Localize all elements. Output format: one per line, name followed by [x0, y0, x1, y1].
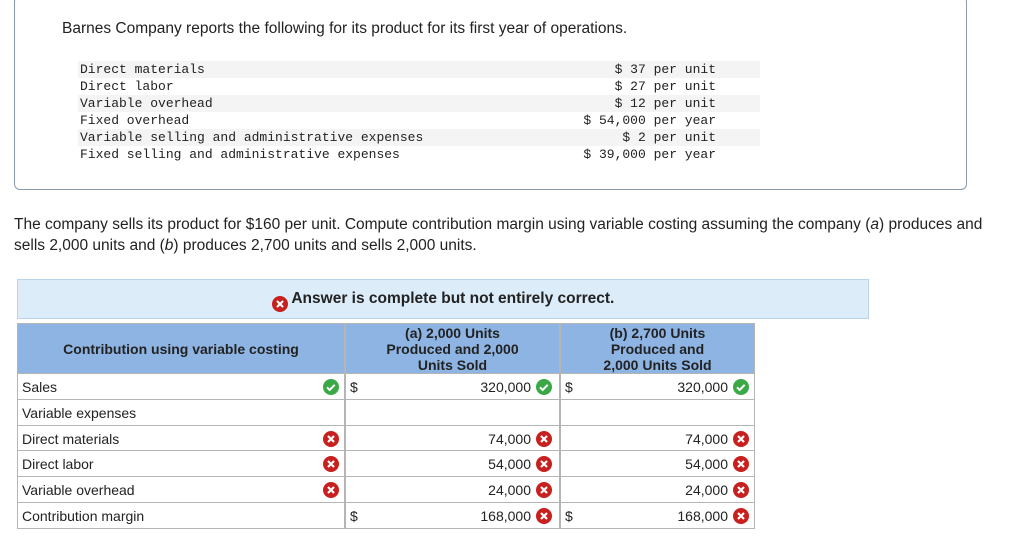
cost-label: Variable selling and administrative expe…: [80, 130, 424, 145]
cost-label: Fixed selling and administrative expense…: [80, 147, 400, 162]
cost-row: Fixed overhead $ 54,000 per year: [78, 112, 760, 129]
cost-value: $ 37 per unit: [614, 62, 716, 77]
row-label: Variable overhead: [22, 482, 135, 498]
value-cell: 54,000: [345, 450, 560, 477]
correct-icon: [323, 379, 339, 395]
row-label: Sales: [22, 379, 58, 395]
cost-value: $ 27 per unit: [614, 79, 716, 94]
incorrect-icon: [536, 456, 552, 472]
cost-row: Direct materials $ 37 per unit: [78, 61, 760, 78]
value-cell: [560, 399, 755, 426]
row-label-cell: Variable expenses: [17, 399, 345, 426]
cost-label: Direct materials: [80, 62, 205, 77]
currency: $: [350, 508, 358, 524]
value-cell: $168,000: [560, 502, 755, 529]
row-label-cell: Direct labor: [17, 450, 345, 477]
answer-banner: Answer is complete but not entirely corr…: [17, 279, 869, 319]
value-cell: $320,000: [560, 373, 755, 400]
value-cell: 54,000: [560, 450, 755, 477]
question-part: ) produces 2,700 units and sells 2,000 u…: [173, 237, 477, 254]
banner-text: Answer is complete but not entirely corr…: [291, 290, 615, 307]
header-cell: (a) 2,000 Units Produced and 2,000 Units…: [345, 323, 560, 374]
row-label-cell: Contribution margin: [17, 502, 345, 529]
row-label-cell: Variable overhead: [17, 476, 345, 503]
header-cell: (b) 2,700 Units Produced and 2,000 Units…: [560, 323, 755, 374]
currency: $: [350, 379, 358, 395]
value: 74,000: [488, 430, 531, 447]
cost-value: $ 2 per unit: [622, 130, 716, 145]
header-text: Contribution using variable costing: [63, 340, 299, 357]
correct-icon: [733, 379, 749, 395]
value: 24,000: [488, 482, 531, 498]
cost-row: Fixed selling and administrative expense…: [78, 146, 760, 163]
correct-icon: [536, 379, 552, 395]
value: 74,000: [685, 430, 728, 447]
header-text: (b) 2,700 Units Produced and 2,000 Units…: [603, 324, 712, 373]
row-label-cell: Sales: [17, 373, 345, 400]
incorrect-icon: [733, 508, 749, 524]
question-part: ) produces and sells 2,000 units and (: [14, 216, 983, 254]
incorrect-icon: [536, 508, 552, 524]
row-label-cell: Direct materials: [17, 425, 345, 451]
incorrect-icon: [733, 456, 749, 472]
incorrect-icon: [323, 482, 339, 498]
cost-value: $ 12 per unit: [614, 96, 716, 111]
value-cell: $168,000: [345, 502, 560, 529]
value-cell: 74,000: [345, 425, 560, 451]
cost-row: Variable selling and administrative expe…: [78, 129, 760, 146]
cost-label: Variable overhead: [80, 96, 213, 111]
intro-text: Barnes Company reports the following for…: [62, 20, 628, 37]
row-label: Contribution margin: [22, 508, 145, 524]
value: 320,000: [480, 379, 531, 395]
incorrect-icon: [733, 430, 749, 447]
value-cell: $320,000: [345, 373, 560, 400]
incorrect-icon: [536, 482, 552, 498]
question-part: The company sells its product for $160 p…: [14, 216, 871, 233]
cost-value: $ 39,000 per year: [583, 147, 716, 162]
header-cell: Contribution using variable costing: [17, 323, 345, 374]
currency: $: [565, 379, 573, 395]
problem-box: [14, 0, 967, 190]
value-cell: 24,000: [345, 476, 560, 503]
cost-row: Direct labor $ 27 per unit: [78, 78, 760, 95]
header-text: (a) 2,000 Units Produced and 2,000 Units…: [386, 324, 519, 373]
row-label: Variable expenses: [22, 405, 137, 421]
cost-row: Variable overhead $ 12 per unit: [78, 95, 760, 112]
row-label: Direct materials: [22, 430, 120, 447]
incorrect-icon: [733, 482, 749, 498]
incorrect-icon: [323, 430, 339, 447]
incorrect-icon: [323, 456, 339, 472]
cost-label: Direct labor: [80, 79, 174, 94]
question-part: a: [870, 216, 880, 233]
value-cell: 74,000: [560, 425, 755, 451]
currency: $: [565, 508, 573, 524]
value-cell: 24,000: [560, 476, 755, 503]
value: 24,000: [685, 482, 728, 498]
cost-label: Fixed overhead: [80, 113, 190, 128]
question-text: The company sells its product for $160 p…: [14, 214, 1014, 256]
cost-value: $ 54,000 per year: [583, 113, 716, 128]
value: 168,000: [677, 508, 728, 524]
value: 54,000: [685, 456, 728, 472]
incorrect-icon: [271, 289, 288, 312]
value: 168,000: [480, 508, 531, 524]
value-cell: [345, 399, 560, 426]
row-label: Direct labor: [22, 456, 94, 472]
question-part: b: [164, 237, 174, 254]
incorrect-icon: [536, 430, 552, 447]
value: 320,000: [677, 379, 728, 395]
value: 54,000: [488, 456, 531, 472]
